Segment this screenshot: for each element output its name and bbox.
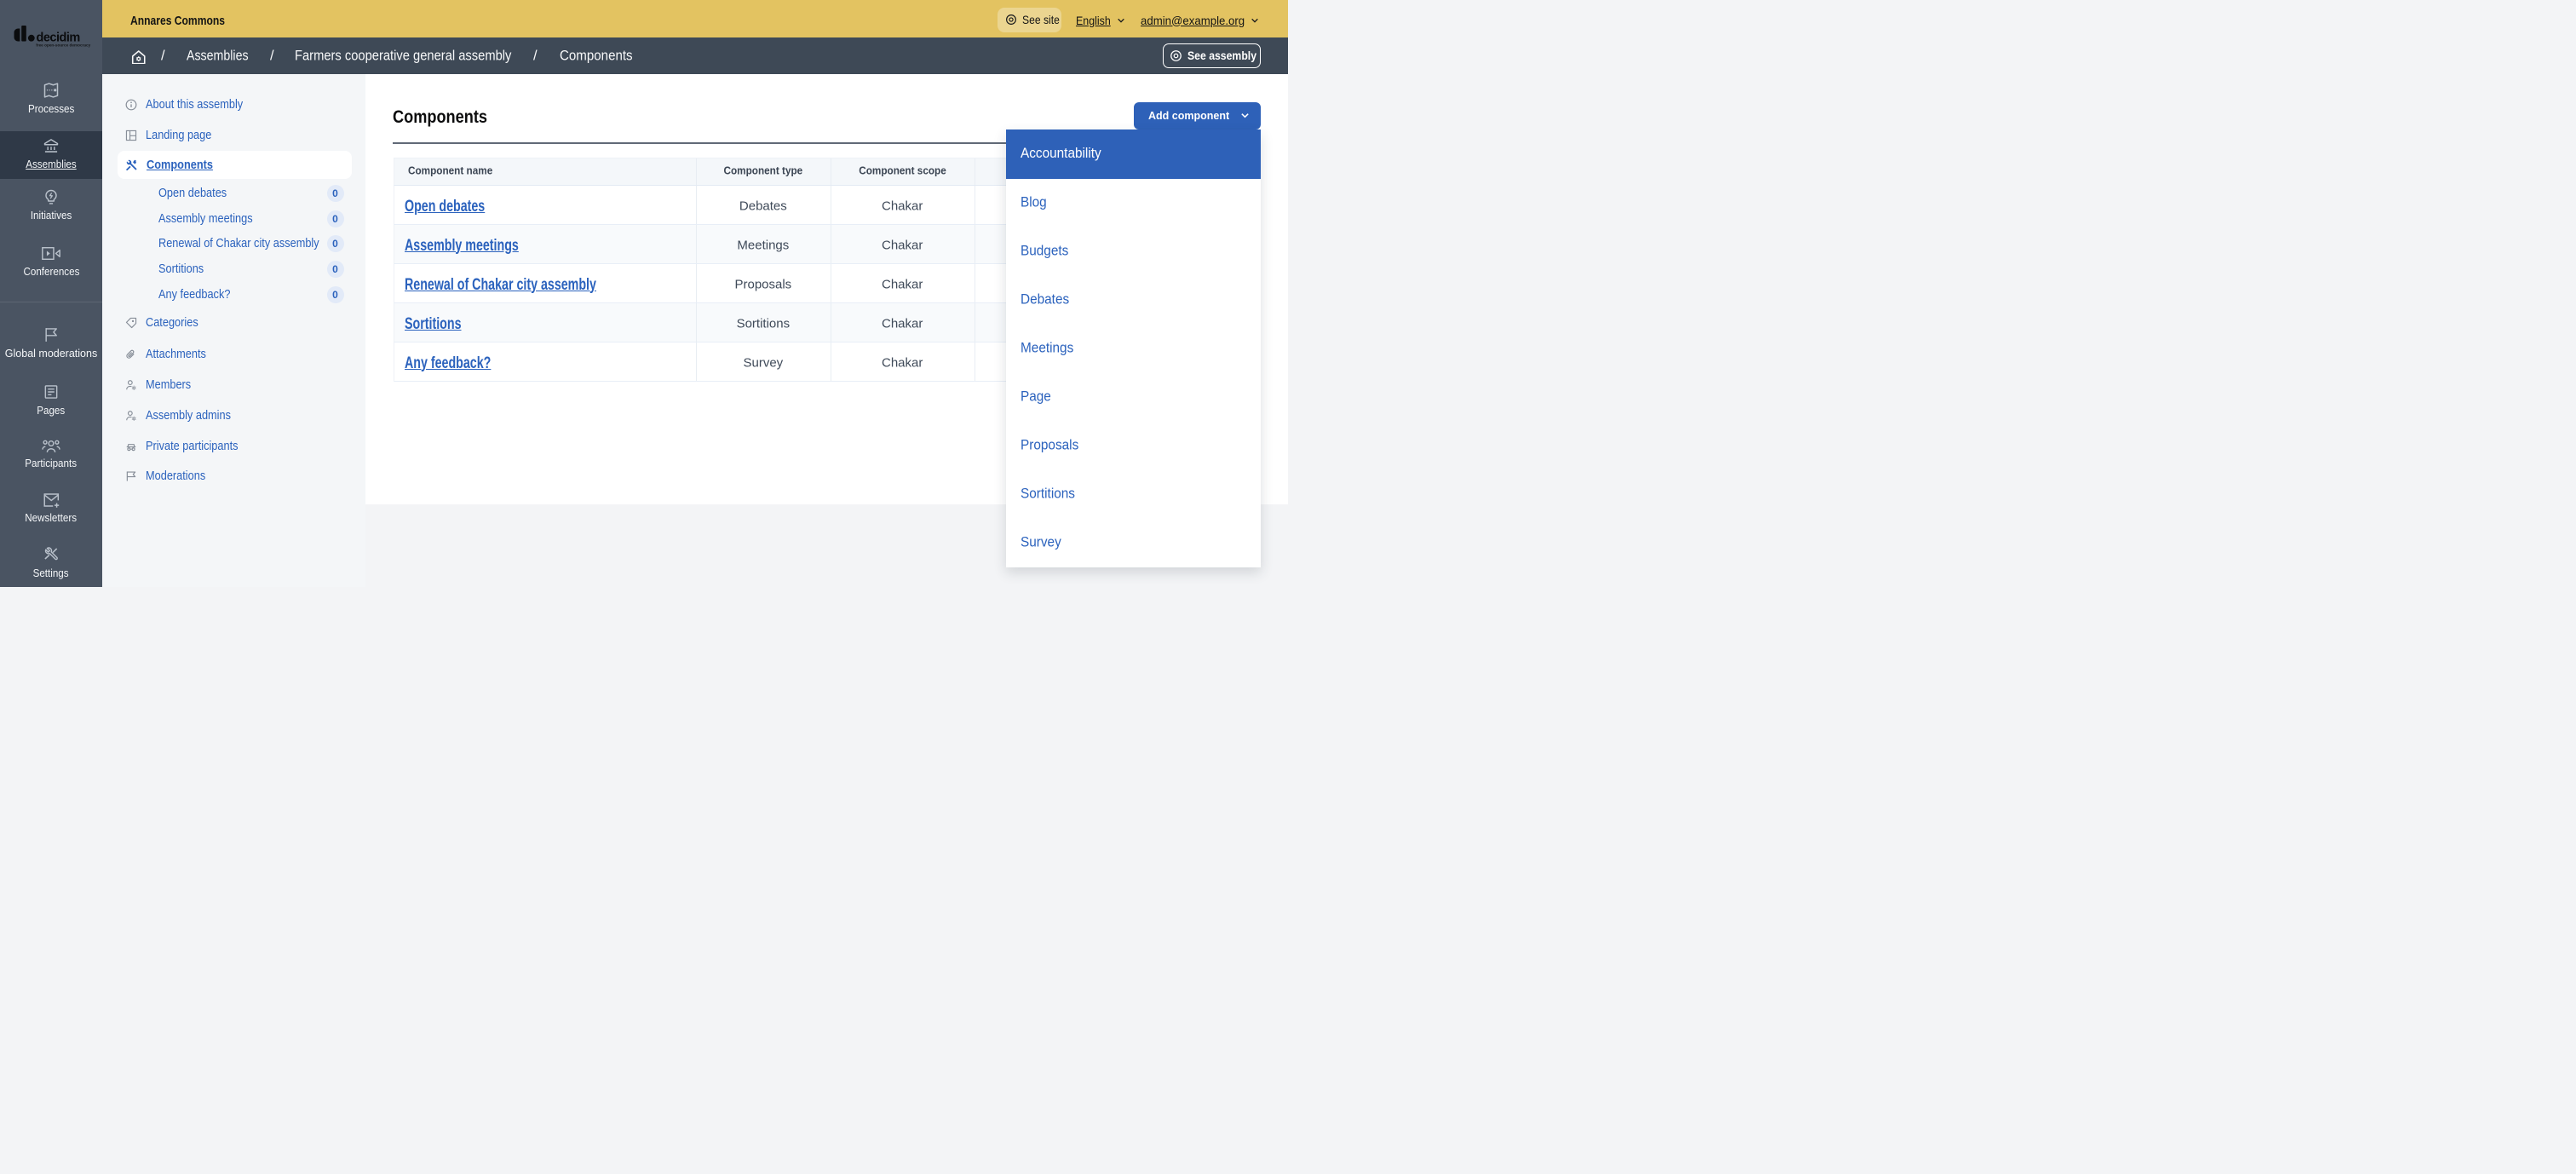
svg-text:decidim: decidim: [37, 32, 80, 45]
svg-text:free open-source democracy: free open-source democracy: [36, 43, 90, 47]
